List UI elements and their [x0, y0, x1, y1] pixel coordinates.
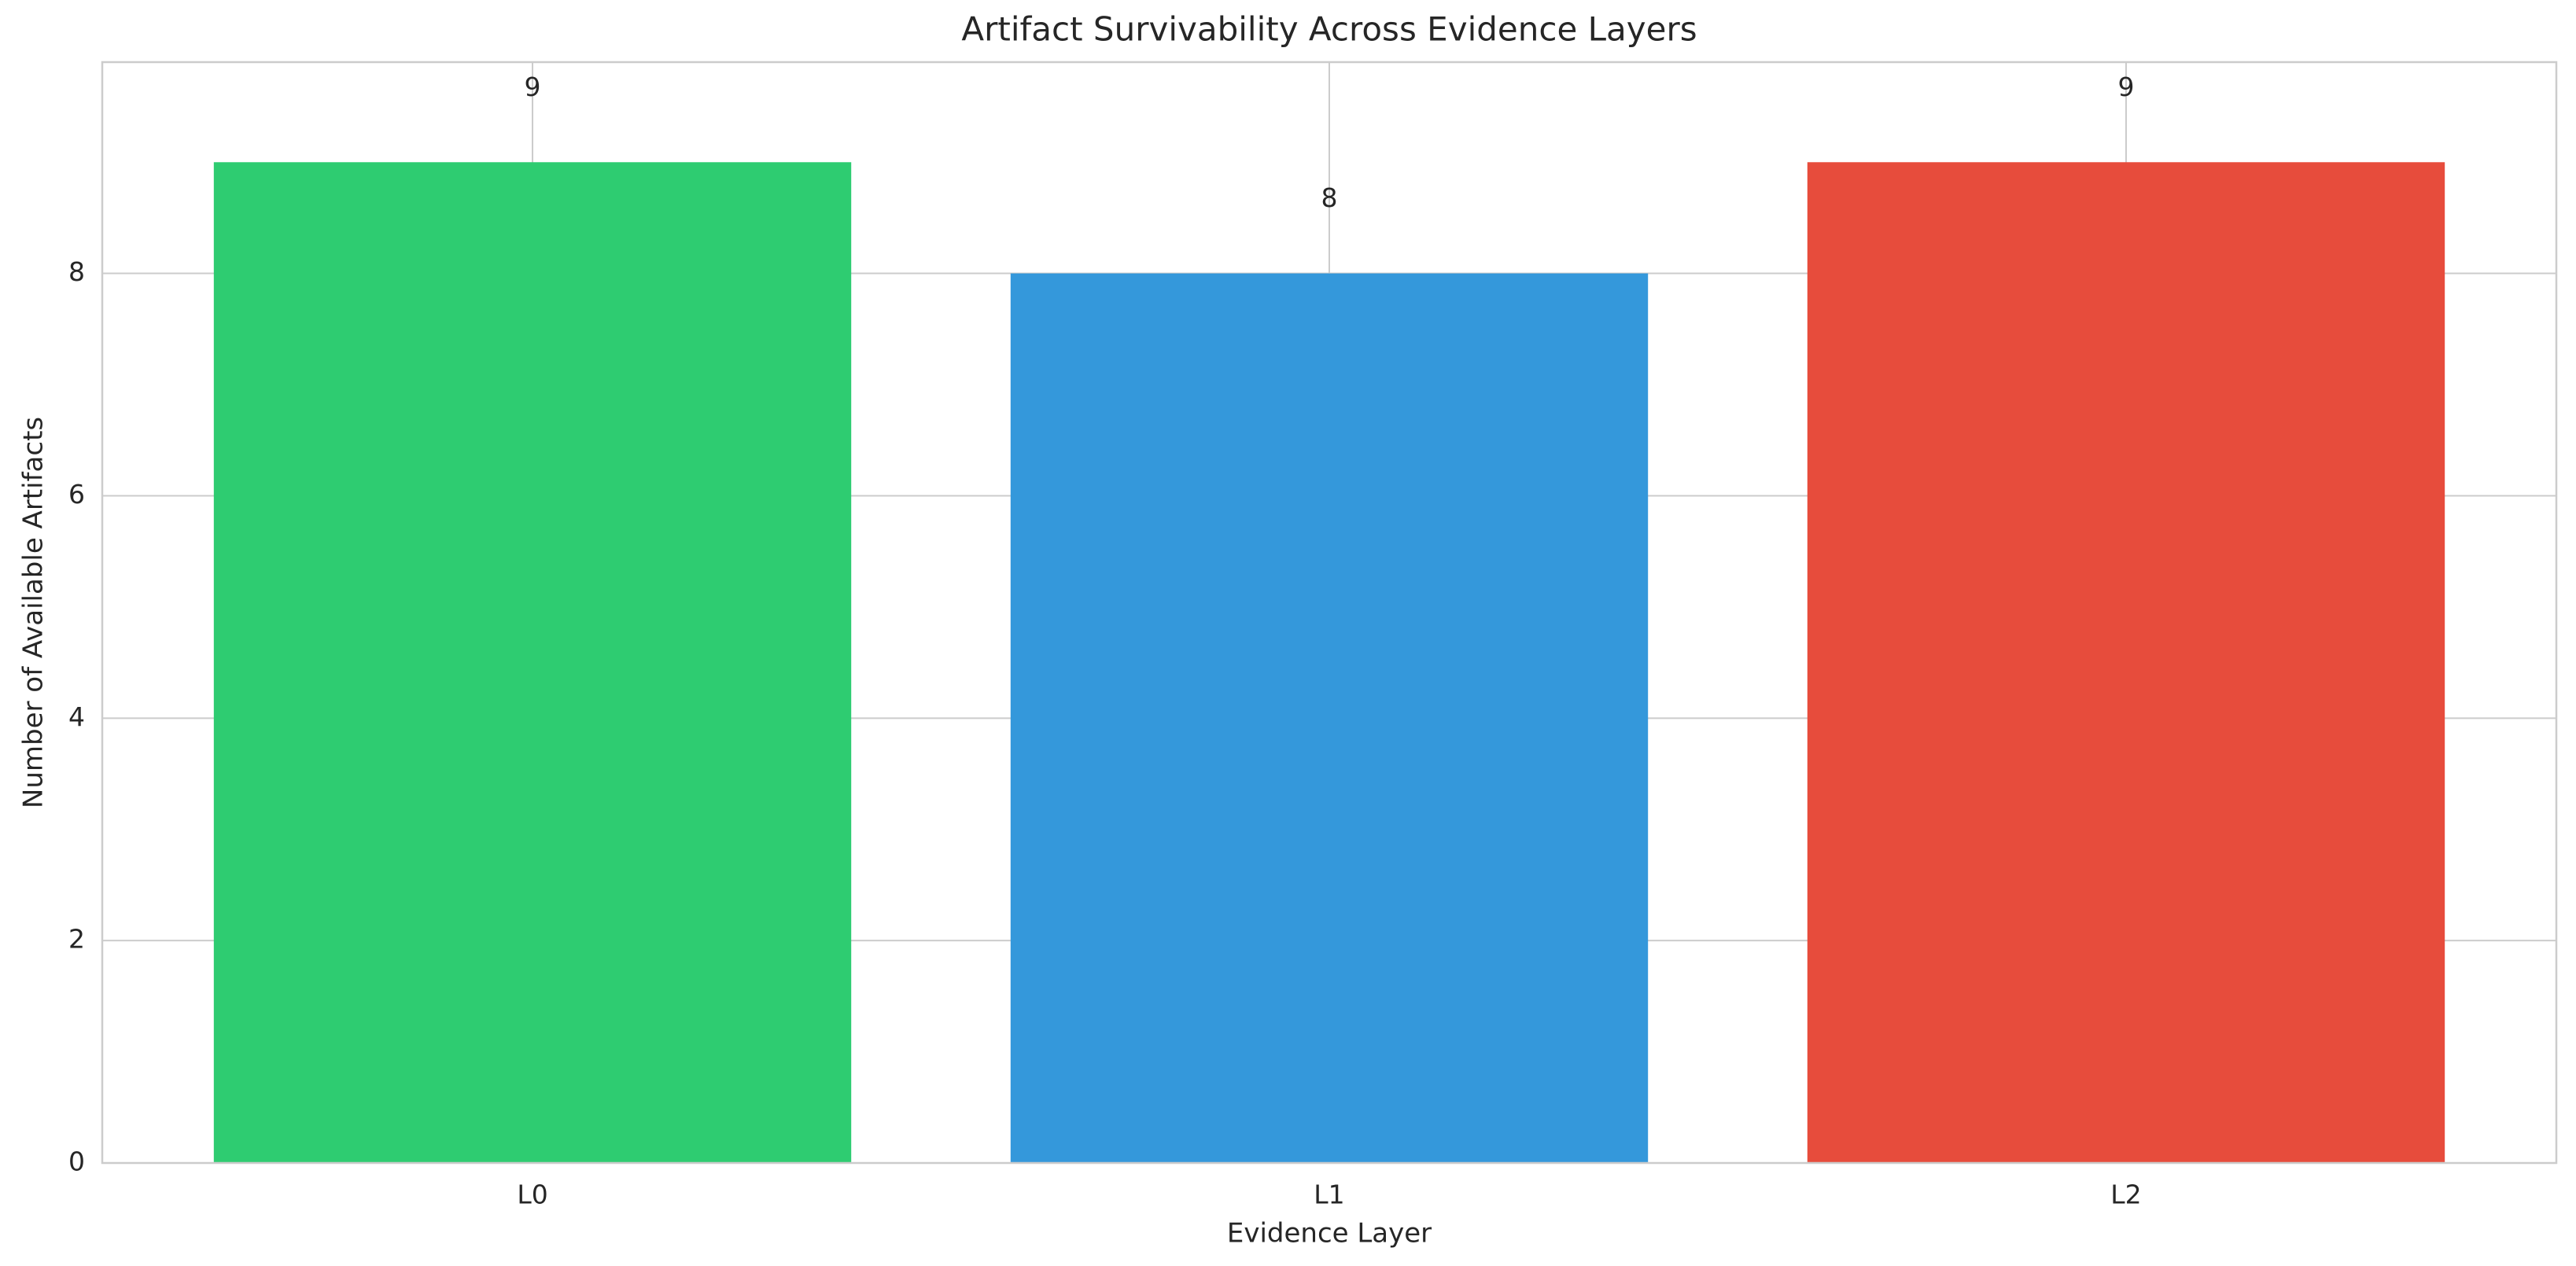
value-label: 9	[2117, 72, 2134, 102]
y-axis-label: Number of Available Artifacts	[18, 417, 50, 808]
y-tick-label: 2	[68, 924, 85, 955]
y-tick-label: 6	[68, 479, 85, 510]
plot-frame	[101, 61, 2558, 1165]
y-tick-label: 8	[68, 256, 85, 287]
value-label: 8	[1321, 182, 1338, 213]
bar	[1010, 273, 1649, 1163]
bar	[1807, 162, 2445, 1164]
x-tick-label: L2	[2110, 1180, 2141, 1210]
y-tick-label: 4	[68, 701, 85, 732]
bar	[213, 162, 852, 1164]
x-tick-label: L0	[517, 1180, 547, 1210]
marks: 9 8 9	[213, 72, 2445, 1164]
value-label: 9	[525, 72, 541, 102]
y-tick-label: 0	[68, 1146, 85, 1177]
chart-title: Artifact Survivability Across Evidence L…	[961, 10, 1697, 49]
x-tick-label: L1	[1314, 1180, 1344, 1210]
x-axis-label: Evidence Layer	[1227, 1218, 1432, 1249]
